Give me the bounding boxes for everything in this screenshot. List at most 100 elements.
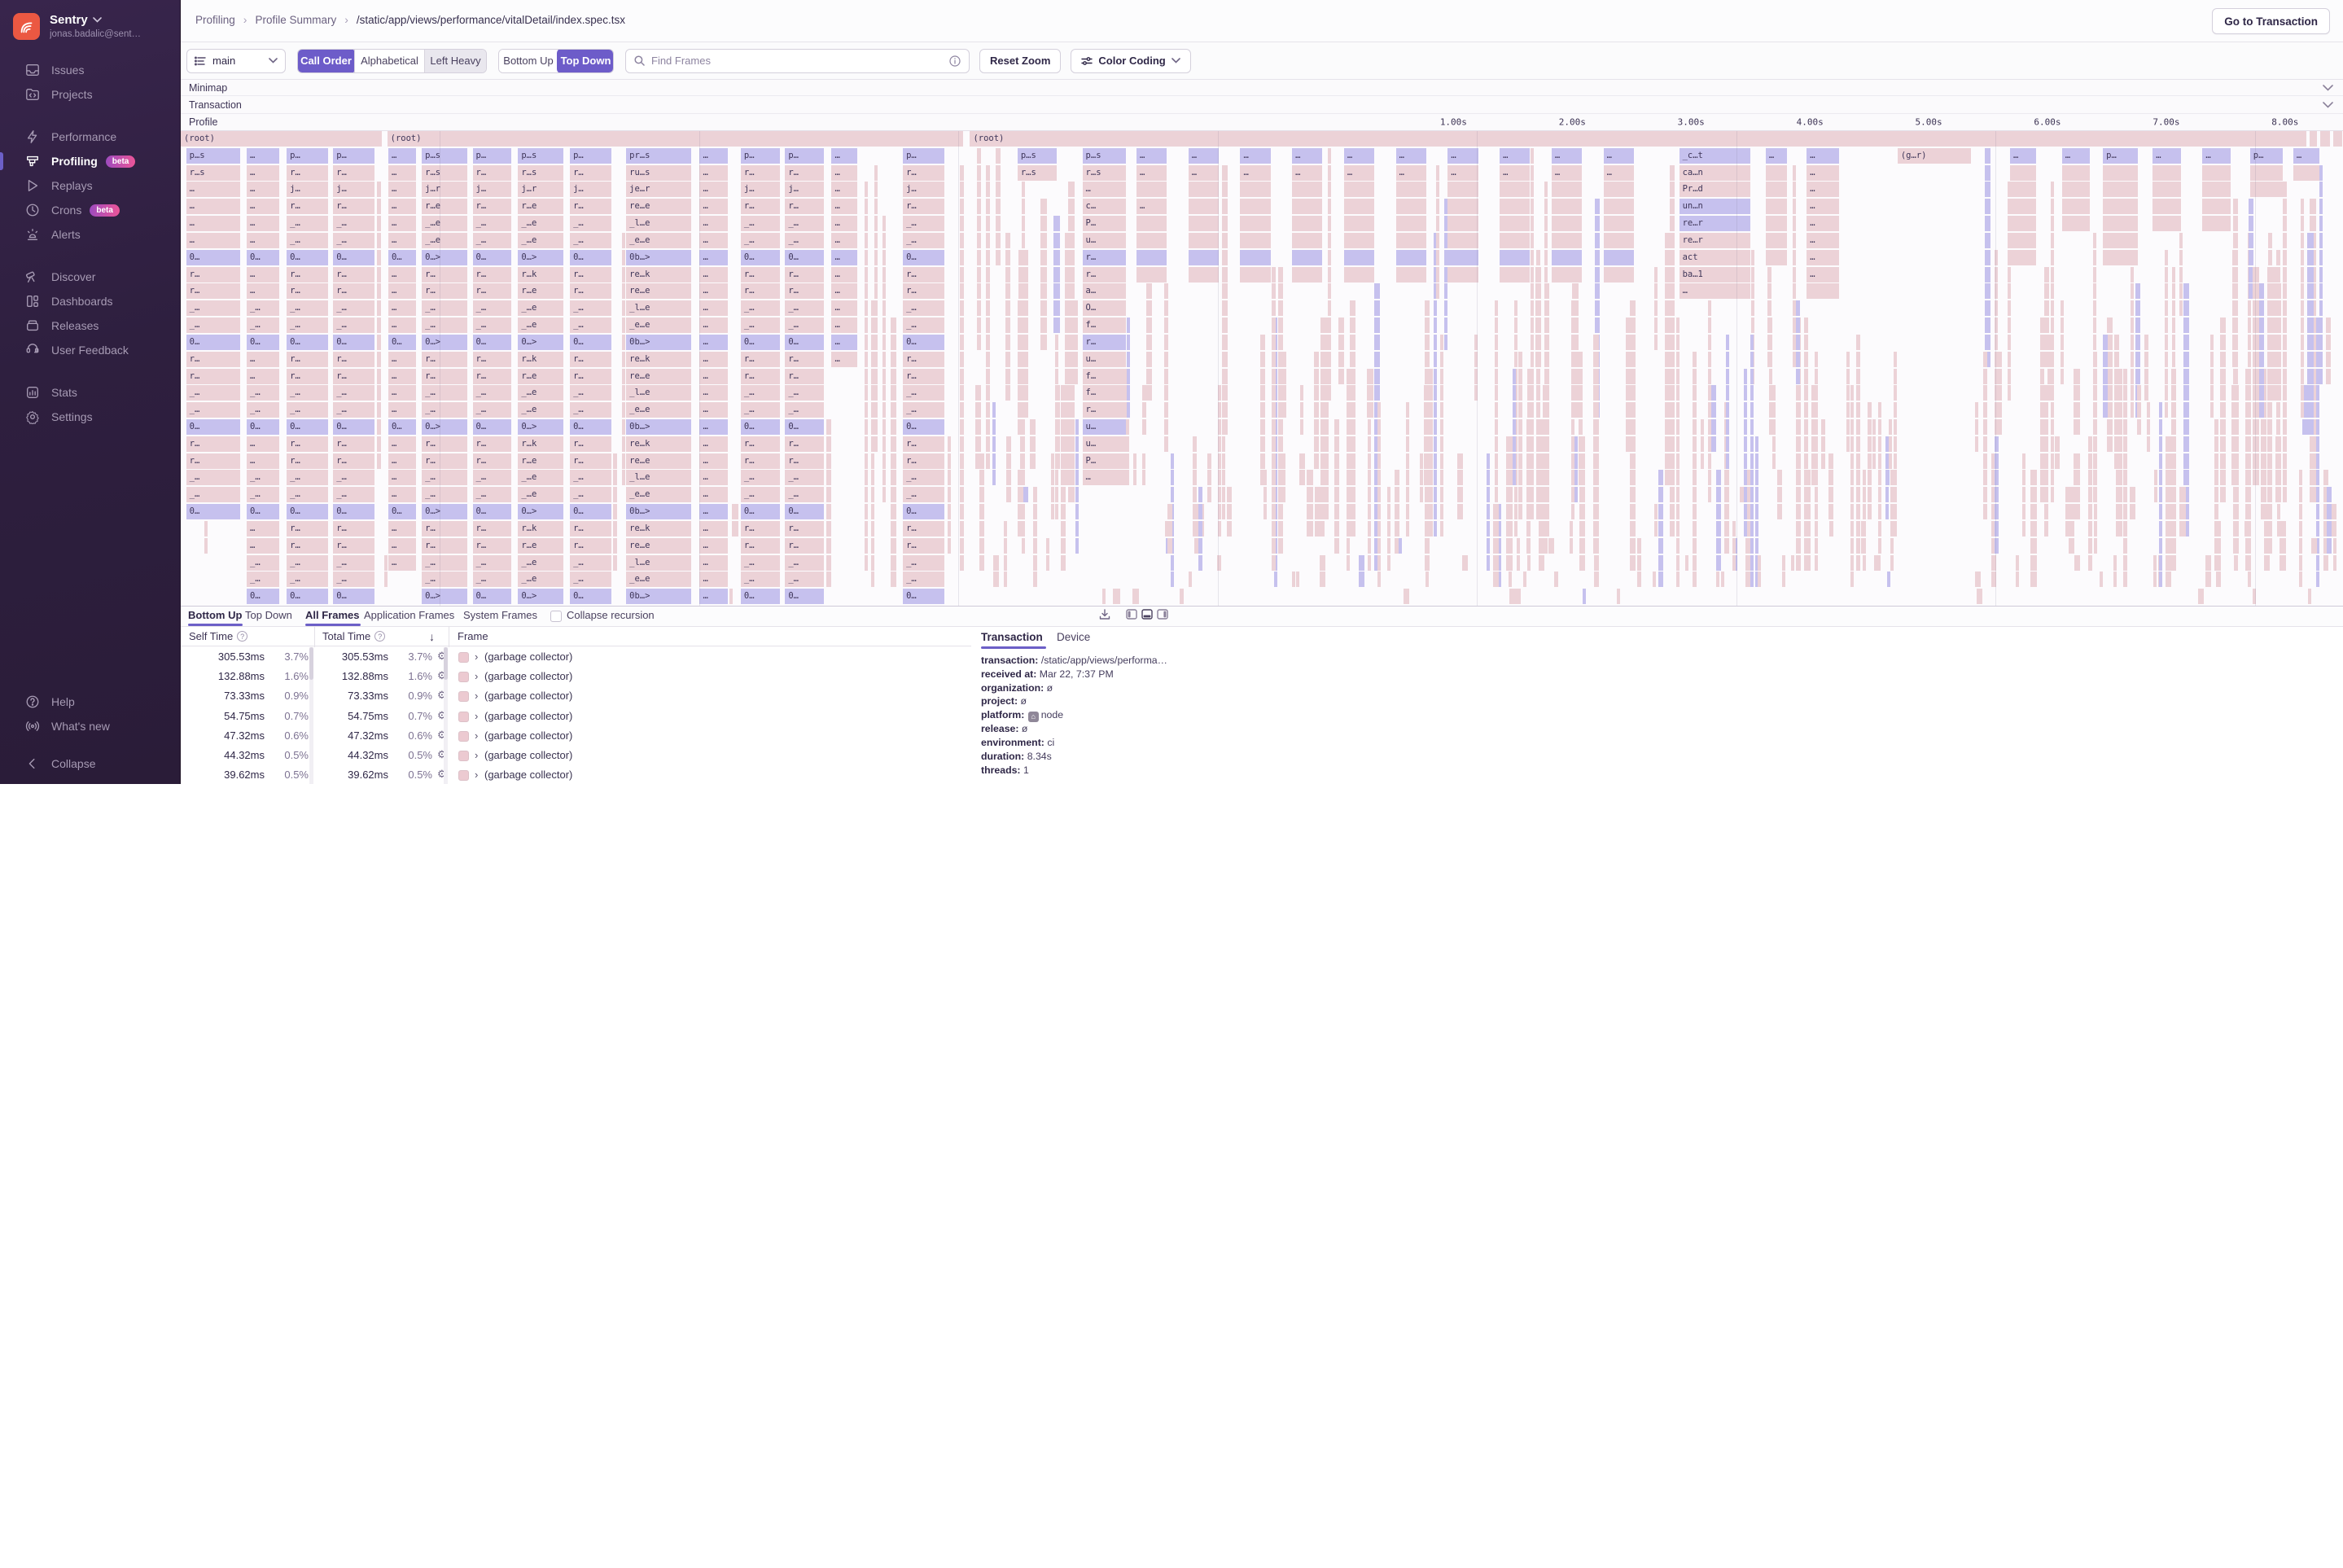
flame-frame[interactable]: … [247,352,279,367]
flame-frame-sliver[interactable] [1985,300,1990,316]
flame-frame[interactable]: … [699,267,728,283]
flame-frame-sliver[interactable] [1500,250,1530,265]
flame-frame-sliver[interactable] [1654,267,1658,283]
flame-frame-sliver[interactable] [1513,436,1516,452]
flame-frame[interactable]: … [831,283,857,299]
flame-frame-sliver[interactable] [1018,419,1023,435]
flame-frame-sliver[interactable] [1444,233,1447,248]
flame-frame-sliver[interactable] [1571,487,1574,502]
flame-frame[interactable]: r…e [422,199,467,214]
flame-frame-sliver[interactable] [2179,233,2183,248]
breadcrumb[interactable]: Profiling›Profile Summary›/static/app/vi… [195,13,625,26]
flame-frame-sliver[interactable] [1046,538,1049,554]
flame-frame-sliver[interactable] [2165,352,2168,367]
flame-frame-sliver[interactable] [1548,538,1555,554]
flame-frame-sliver[interactable] [2327,538,2332,554]
flame-frame-sliver[interactable] [1022,233,1025,248]
flame-frame[interactable]: … [1807,148,1839,164]
flame-frame[interactable]: _… [785,555,824,571]
flame-frame-sliver[interactable] [2253,453,2259,469]
flame-frame-sliver[interactable] [1531,402,1534,418]
flame-frame-sliver[interactable] [2316,487,2319,502]
flame-frame-sliver[interactable] [1514,300,1517,316]
flame-frame-sliver[interactable] [2154,487,2157,502]
flame-frame-sliver[interactable] [1630,335,1636,350]
find-frames-search[interactable] [625,49,970,73]
flame-frame-sliver[interactable] [2327,504,2332,519]
flame-frame[interactable]: _… [333,572,374,587]
flame-frame[interactable]: O… [1083,300,1126,316]
sidebar-item-settings[interactable]: Settings [0,405,180,429]
flame-frame-sliver[interactable] [1546,521,1549,537]
flame-frame-sliver[interactable] [977,283,981,299]
flame-frame[interactable]: … [388,352,417,367]
flame-frame[interactable]: … [699,250,728,265]
flame-frame-sliver[interactable] [2248,335,2251,350]
flame-frame-sliver[interactable] [1495,335,1498,350]
flame-frame-sliver[interactable] [1193,487,1198,502]
flame-frame-sliver[interactable] [1579,504,1585,519]
flame-frame-sliver[interactable] [2183,300,2189,316]
flame-frame-sliver[interactable] [1005,335,1010,350]
flame-frame[interactable]: 0… [186,504,240,519]
flame-frame-sliver[interactable] [1630,318,1636,333]
flame-frame-sliver[interactable] [2271,335,2277,350]
flame-frame-sliver[interactable] [1023,352,1028,367]
flame-frame-sliver[interactable] [2159,453,2162,469]
flame-frame-sliver[interactable] [874,182,878,197]
flame-frame-sliver[interactable] [826,419,832,435]
flame-frame-sliver[interactable] [1997,369,2002,384]
flame-frame-sliver[interactable] [1872,453,1876,469]
flame-frame-sliver[interactable] [1053,233,1060,248]
flame-frame-sliver[interactable] [2131,283,2134,299]
flame-frame-sliver[interactable] [1278,521,1283,537]
flame-frame-sliver[interactable] [1075,453,1080,469]
flame-frame-sliver[interactable] [1053,300,1060,316]
flame-frame-sliver[interactable] [2008,283,2011,299]
flame-frame-sliver[interactable] [1051,504,1054,519]
flame-frame-sliver[interactable] [1750,521,1754,537]
flame-frame-sliver[interactable] [1440,470,1443,485]
flame-frame[interactable]: 0… [473,504,512,519]
sidebar-item-replays[interactable]: Replays [0,173,180,198]
flame-frame-sliver[interactable] [1350,318,1355,333]
flame-frame-sliver[interactable] [2147,436,2150,452]
flame-frame-sliver[interactable] [2301,216,2304,231]
flame-frame-sliver[interactable] [2116,487,2122,502]
flame-frame-sliver[interactable] [1985,335,1990,350]
flame-frame-sliver[interactable] [1546,419,1549,435]
flame-frame-sliver[interactable] [1495,352,1498,367]
flame-frame-sliver[interactable] [2307,419,2313,435]
flame-frame-sliver[interactable] [1850,521,1854,537]
flame-frame[interactable]: _… [247,402,279,418]
flame-frame-sliver[interactable] [1240,250,1270,265]
flame-frame-sliver[interactable] [1878,470,1881,485]
flame-frame-sliver[interactable] [2051,385,2054,401]
flame-frame[interactable]: … [186,233,240,248]
flame-frame[interactable]: 0… [903,250,944,265]
flame-frame-sliver[interactable] [1724,487,1729,502]
flame-frame-sliver[interactable] [2061,369,2065,384]
flame-frame[interactable]: r… [287,199,327,214]
flame-frame[interactable]: 0b…> [626,419,691,435]
flame-frame-sliver[interactable] [2008,216,2011,231]
flame-frame-sliver[interactable] [622,250,625,265]
flame-frame-sliver[interactable] [2283,182,2287,197]
flame-frame-sliver[interactable] [2154,470,2157,485]
flame-frame[interactable]: … [699,216,728,231]
flame-frame[interactable]: … [699,453,728,469]
flame-frame-sliver[interactable] [1146,300,1152,316]
flame-frame-sliver[interactable] [1546,402,1549,418]
flame-frame-sliver[interactable] [1426,572,1429,587]
flame-frame-sliver[interactable] [1815,538,1818,554]
flame-frame-sliver[interactable] [2283,470,2287,485]
flame-frame-sliver[interactable] [1350,419,1355,435]
flame-frame-sliver[interactable] [1654,335,1658,350]
flame-frame-sliver[interactable] [1426,419,1433,435]
flame-frame-sliver[interactable] [1878,402,1881,418]
flame-frame-sliver[interactable] [2231,436,2235,452]
flame-frame-sliver[interactable] [1637,555,1641,571]
flame-frame-sliver[interactable] [1344,216,1374,231]
flame-frame-sliver[interactable] [2008,369,2011,384]
flame-frame[interactable]: _…e [518,402,563,418]
